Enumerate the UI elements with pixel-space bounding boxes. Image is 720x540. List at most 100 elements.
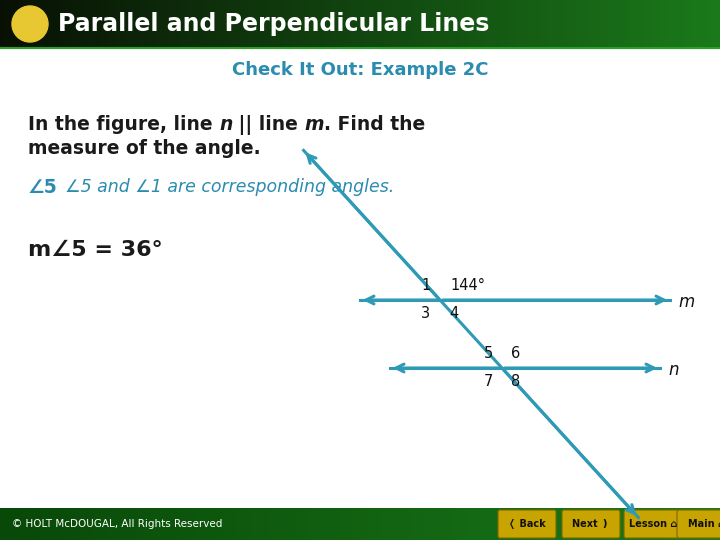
Bar xyxy=(680,0,684,48)
Bar xyxy=(461,0,464,48)
Text: © HOLT McDOUGAL, All Rights Reserved: © HOLT McDOUGAL, All Rights Reserved xyxy=(12,519,222,529)
Bar xyxy=(281,508,284,540)
Bar xyxy=(58,0,61,48)
Bar xyxy=(382,0,385,48)
Bar xyxy=(25,0,29,48)
Bar xyxy=(302,508,306,540)
Bar xyxy=(266,0,270,48)
Bar xyxy=(641,0,644,48)
Bar xyxy=(288,508,292,540)
Bar xyxy=(292,0,295,48)
Bar xyxy=(623,0,626,48)
Bar xyxy=(497,508,500,540)
Bar xyxy=(594,0,598,48)
Bar xyxy=(137,0,140,48)
Bar xyxy=(529,508,533,540)
Bar xyxy=(194,508,198,540)
Bar xyxy=(367,508,371,540)
Bar xyxy=(335,508,338,540)
Bar xyxy=(374,508,378,540)
Bar xyxy=(360,0,364,48)
Bar xyxy=(396,0,400,48)
Bar xyxy=(0,0,4,48)
Bar xyxy=(533,508,536,540)
Bar xyxy=(299,508,302,540)
Bar xyxy=(176,0,180,48)
Bar xyxy=(223,0,227,48)
Bar xyxy=(54,0,58,48)
Bar xyxy=(331,508,335,540)
Bar xyxy=(468,508,472,540)
Bar xyxy=(0,508,4,540)
Bar xyxy=(230,508,234,540)
Bar xyxy=(605,508,608,540)
Text: m∠5 = 36°: m∠5 = 36° xyxy=(28,240,163,260)
Bar xyxy=(547,0,551,48)
Bar xyxy=(169,0,173,48)
Bar xyxy=(137,508,140,540)
Bar xyxy=(432,508,436,540)
Bar xyxy=(569,0,572,48)
Bar xyxy=(50,508,54,540)
Bar xyxy=(508,0,511,48)
Bar xyxy=(259,508,263,540)
Bar xyxy=(25,508,29,540)
Bar xyxy=(587,508,590,540)
Bar xyxy=(295,0,299,48)
Bar xyxy=(29,0,32,48)
Bar xyxy=(648,0,652,48)
Bar xyxy=(252,508,256,540)
Bar xyxy=(238,0,241,48)
Bar xyxy=(205,0,209,48)
Bar xyxy=(216,508,220,540)
Bar xyxy=(410,508,414,540)
Bar xyxy=(666,0,670,48)
Bar xyxy=(522,0,526,48)
Bar xyxy=(306,0,310,48)
FancyBboxPatch shape xyxy=(624,510,682,538)
Bar xyxy=(148,0,151,48)
Circle shape xyxy=(12,6,48,42)
Bar xyxy=(421,508,425,540)
Bar xyxy=(140,508,144,540)
Bar xyxy=(572,508,576,540)
Bar xyxy=(677,0,680,48)
Bar xyxy=(378,508,382,540)
Bar xyxy=(133,508,137,540)
Bar xyxy=(385,0,389,48)
Bar xyxy=(43,0,47,48)
Bar xyxy=(198,0,202,48)
Bar xyxy=(220,508,223,540)
Text: 7: 7 xyxy=(483,375,492,389)
Bar xyxy=(385,508,389,540)
Bar xyxy=(166,0,169,48)
Bar xyxy=(490,0,493,48)
Bar xyxy=(133,0,137,48)
Bar xyxy=(403,0,407,48)
Bar xyxy=(371,508,374,540)
Bar xyxy=(565,508,569,540)
Bar xyxy=(504,508,508,540)
Bar xyxy=(587,0,590,48)
Bar xyxy=(673,508,677,540)
Bar xyxy=(274,508,277,540)
Bar xyxy=(104,0,108,48)
Bar xyxy=(443,508,446,540)
Bar xyxy=(706,0,709,48)
Bar xyxy=(608,0,612,48)
Bar xyxy=(472,508,475,540)
Text: Next ❫: Next ❫ xyxy=(572,519,610,529)
Bar xyxy=(425,0,428,48)
Bar xyxy=(86,0,90,48)
Bar xyxy=(277,0,281,48)
Bar xyxy=(169,508,173,540)
Bar xyxy=(252,0,256,48)
Bar xyxy=(364,0,367,48)
Bar xyxy=(493,0,497,48)
Bar xyxy=(439,508,443,540)
Bar xyxy=(511,0,515,48)
FancyBboxPatch shape xyxy=(498,510,556,538)
Bar xyxy=(698,508,702,540)
Bar xyxy=(198,508,202,540)
Bar xyxy=(284,0,288,48)
